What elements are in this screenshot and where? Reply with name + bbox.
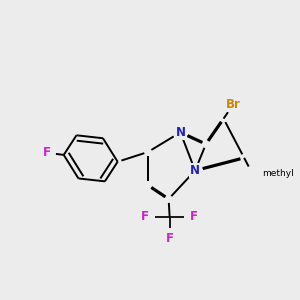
Text: methyl: methyl: [262, 169, 294, 178]
Text: F: F: [43, 146, 51, 159]
Text: Br: Br: [226, 98, 241, 111]
Text: F: F: [190, 210, 198, 223]
Text: N: N: [176, 126, 185, 139]
Text: N: N: [190, 164, 200, 177]
Text: F: F: [141, 210, 149, 223]
Text: F: F: [166, 232, 174, 245]
